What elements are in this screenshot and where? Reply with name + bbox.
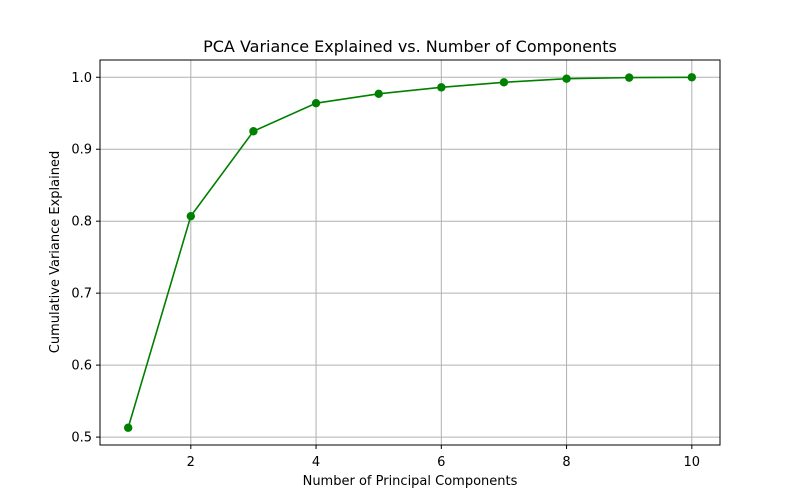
data-point bbox=[123, 423, 133, 432]
data-point bbox=[249, 127, 258, 136]
data-point bbox=[374, 89, 383, 99]
y-tick-label: 0.8 bbox=[71, 215, 92, 230]
series-line bbox=[127, 76, 692, 428]
data-point bbox=[311, 98, 321, 108]
x-tick-label: 6 bbox=[437, 455, 445, 470]
y-tick-label: 1.0 bbox=[71, 71, 92, 86]
series bbox=[123, 73, 697, 432]
data-point bbox=[624, 73, 634, 82]
plot-frame bbox=[99, 59, 721, 446]
x-tick-label: 8 bbox=[562, 455, 570, 470]
data-point bbox=[499, 78, 509, 87]
y-tick-label: 0.7 bbox=[71, 287, 92, 302]
x-axis-label: Number of Principal Components bbox=[303, 474, 518, 489]
y-tick-label: 0.9 bbox=[71, 143, 92, 158]
data-point bbox=[186, 211, 196, 221]
y-tick-label: 0.6 bbox=[71, 359, 92, 374]
ticks: 2 4 6 8 10 0.5 0.6 0.7 0.8 0.9 1.0 bbox=[71, 71, 700, 470]
data-point bbox=[562, 74, 571, 83]
data-point bbox=[437, 83, 446, 92]
y-axis-label: Cumulative Variance Explained bbox=[48, 151, 63, 353]
chart-title: PCA Variance Explained vs. Number of Com… bbox=[203, 37, 617, 56]
grid bbox=[100, 60, 720, 445]
x-tick-label: 2 bbox=[187, 455, 195, 470]
data-point bbox=[687, 73, 697, 82]
x-tick-label: 10 bbox=[684, 455, 701, 470]
x-tick-label: 4 bbox=[312, 455, 320, 470]
y-tick-label: 0.5 bbox=[71, 431, 92, 446]
